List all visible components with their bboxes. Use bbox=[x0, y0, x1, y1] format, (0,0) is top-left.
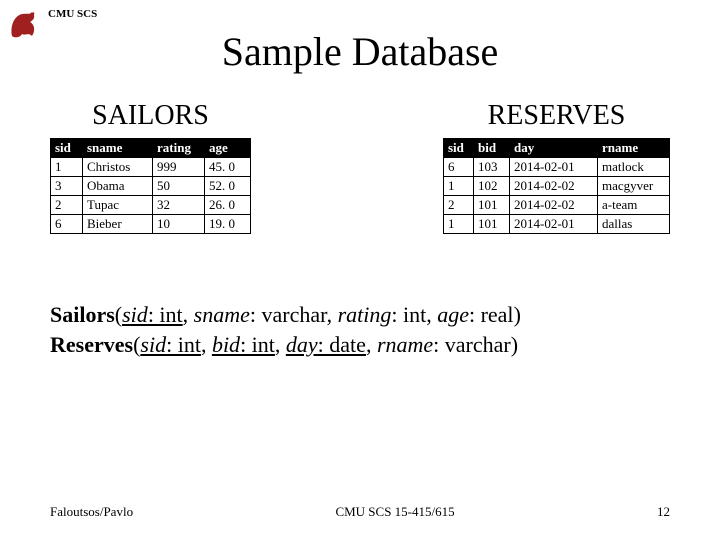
table-cell: 6 bbox=[444, 158, 474, 177]
header-label: CMU SCS bbox=[48, 8, 97, 20]
table-cell: Bieber bbox=[83, 215, 153, 234]
reserves-col-bid: bid bbox=[474, 139, 510, 158]
table-cell: Tupac bbox=[83, 196, 153, 215]
schema-line-reserves: Reserves(sid: int, bid: int, day: date, … bbox=[50, 330, 670, 360]
table-cell: 1 bbox=[51, 158, 83, 177]
schema-line-sailors: Sailors(sid: int, sname: varchar, rating… bbox=[50, 300, 670, 330]
sailors-title: SAILORS bbox=[92, 100, 209, 132]
slide-title: Sample Database bbox=[0, 28, 720, 75]
reserves-block: RESERVES sidbiddayrname 61032014-02-01ma… bbox=[443, 100, 670, 234]
sailors-col-sid: sid bbox=[51, 139, 83, 158]
table-row: 11022014-02-02macgyver bbox=[444, 177, 670, 196]
table-cell: Christos bbox=[83, 158, 153, 177]
table-row: 61032014-02-01matlock bbox=[444, 158, 670, 177]
sailors-col-sname: sname bbox=[83, 139, 153, 158]
table-cell: 19. 0 bbox=[205, 215, 251, 234]
table-row: 3Obama5052. 0 bbox=[51, 177, 251, 196]
table-cell: matlock bbox=[598, 158, 670, 177]
footer-right: 12 bbox=[657, 504, 670, 520]
table-cell: 26. 0 bbox=[205, 196, 251, 215]
footer-left: Faloutsos/Pavlo bbox=[50, 504, 133, 520]
table-cell: 52. 0 bbox=[205, 177, 251, 196]
table-row: 6Bieber1019. 0 bbox=[51, 215, 251, 234]
table-cell: 32 bbox=[153, 196, 205, 215]
sailors-table: sidsnameratingage 1Christos99945. 03Obam… bbox=[50, 138, 251, 234]
table-cell: 1 bbox=[444, 215, 474, 234]
table-row: 21012014-02-02a-team bbox=[444, 196, 670, 215]
table-cell: 2014-02-01 bbox=[510, 158, 598, 177]
table-cell: 45. 0 bbox=[205, 158, 251, 177]
footer: Faloutsos/Pavlo CMU SCS 15-415/615 12 bbox=[50, 504, 670, 520]
table-cell: 2014-02-02 bbox=[510, 177, 598, 196]
table-cell: 102 bbox=[474, 177, 510, 196]
footer-center: CMU SCS 15-415/615 bbox=[335, 504, 454, 520]
table-row: 2Tupac3226. 0 bbox=[51, 196, 251, 215]
table-cell: 2 bbox=[444, 196, 474, 215]
table-cell: 2014-02-01 bbox=[510, 215, 598, 234]
table-cell: a-team bbox=[598, 196, 670, 215]
table-cell: 101 bbox=[474, 215, 510, 234]
sailors-col-rating: rating bbox=[153, 139, 205, 158]
reserves-col-sid: sid bbox=[444, 139, 474, 158]
schema-block: Sailors(sid: int, sname: varchar, rating… bbox=[50, 300, 670, 359]
table-cell: 2014-02-02 bbox=[510, 196, 598, 215]
reserves-col-rname: rname bbox=[598, 139, 670, 158]
table-cell: Obama bbox=[83, 177, 153, 196]
table-cell: 3 bbox=[51, 177, 83, 196]
table-cell: macgyver bbox=[598, 177, 670, 196]
table-cell: 6 bbox=[51, 215, 83, 234]
table-cell: dallas bbox=[598, 215, 670, 234]
table-cell: 50 bbox=[153, 177, 205, 196]
sailors-col-age: age bbox=[205, 139, 251, 158]
table-cell: 103 bbox=[474, 158, 510, 177]
table-cell: 10 bbox=[153, 215, 205, 234]
table-cell: 999 bbox=[153, 158, 205, 177]
sailors-block: SAILORS sidsnameratingage 1Christos99945… bbox=[50, 100, 251, 234]
reserves-title: RESERVES bbox=[488, 100, 626, 132]
table-cell: 2 bbox=[51, 196, 83, 215]
reserves-col-day: day bbox=[510, 139, 598, 158]
reserves-table: sidbiddayrname 61032014-02-01matlock1102… bbox=[443, 138, 670, 234]
table-cell: 1 bbox=[444, 177, 474, 196]
tables-row: SAILORS sidsnameratingage 1Christos99945… bbox=[50, 100, 670, 234]
table-row: 1Christos99945. 0 bbox=[51, 158, 251, 177]
table-row: 11012014-02-01dallas bbox=[444, 215, 670, 234]
table-cell: 101 bbox=[474, 196, 510, 215]
